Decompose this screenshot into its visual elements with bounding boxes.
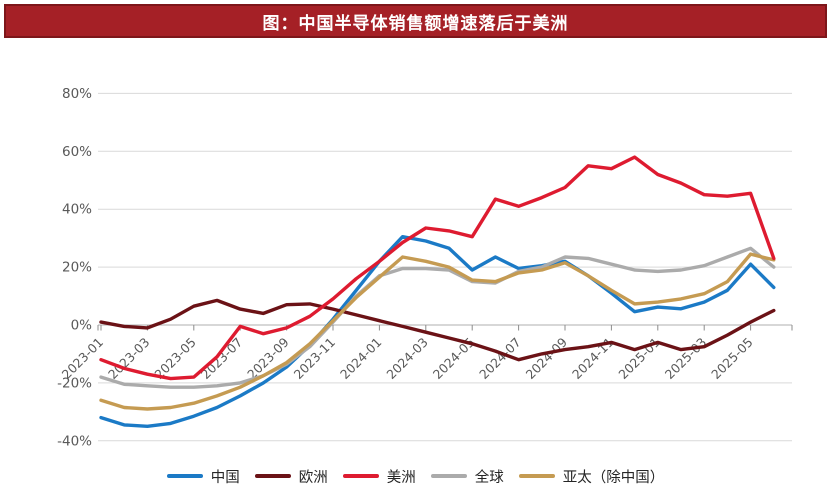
legend-item-亚太（除中国）: 亚太（除中国） <box>518 466 665 487</box>
legend-label: 亚太（除中国） <box>562 469 665 486</box>
y-axis-tick-label: -40% <box>57 433 92 449</box>
y-axis-tick-label: 20% <box>62 260 92 276</box>
y-axis-tick-label: -20% <box>57 375 92 391</box>
legend-swatch-亚太（除中国） <box>518 474 555 478</box>
y-axis-tick-label: 40% <box>62 202 92 218</box>
legend-label: 美洲 <box>386 469 416 486</box>
series-line-全球 <box>99 246 776 389</box>
legend-label: 欧洲 <box>298 469 328 486</box>
legend-item-全球: 全球 <box>430 466 504 487</box>
legend-label: 中国 <box>210 469 240 486</box>
y-axis-tick-label: 80% <box>62 86 92 102</box>
legend-swatch-美洲 <box>342 474 379 478</box>
legend-swatch-欧洲 <box>254 474 291 478</box>
legend: 中国 欧洲 美洲 全球 亚太（除中国） <box>0 460 831 492</box>
series-line-美洲 <box>99 155 776 381</box>
x-axis-tick-label: 2023-07 <box>198 335 246 383</box>
series-line-中国 <box>99 234 776 428</box>
x-axis-tick-label: 2025-03 <box>662 335 710 383</box>
legend-item-欧洲: 欧洲 <box>254 466 328 487</box>
legend-item-美洲: 美洲 <box>342 466 416 487</box>
x-axis-tick-label: 2024-03 <box>383 335 431 383</box>
y-axis-tick-label: 60% <box>62 144 92 160</box>
legend-item-中国: 中国 <box>166 466 240 487</box>
y-axis-tick-label: 0% <box>71 318 93 334</box>
legend-swatch-中国 <box>166 474 203 478</box>
legend-swatch-全球 <box>430 474 467 478</box>
legend-label: 全球 <box>474 469 504 486</box>
x-axis-tick-label: 2024-01 <box>337 335 385 383</box>
series-line-亚太（除中国） <box>99 252 776 411</box>
growth-line-chart: 80%60%40%20%0%-20%-40%2023-012023-032023… <box>57 86 793 449</box>
series-line-欧洲 <box>99 298 776 362</box>
page-title: 图：中国半导体销售额增速落后于美洲 <box>262 13 569 34</box>
chart-title-banner: 图：中国半导体销售额增速落后于美洲 <box>4 4 827 38</box>
